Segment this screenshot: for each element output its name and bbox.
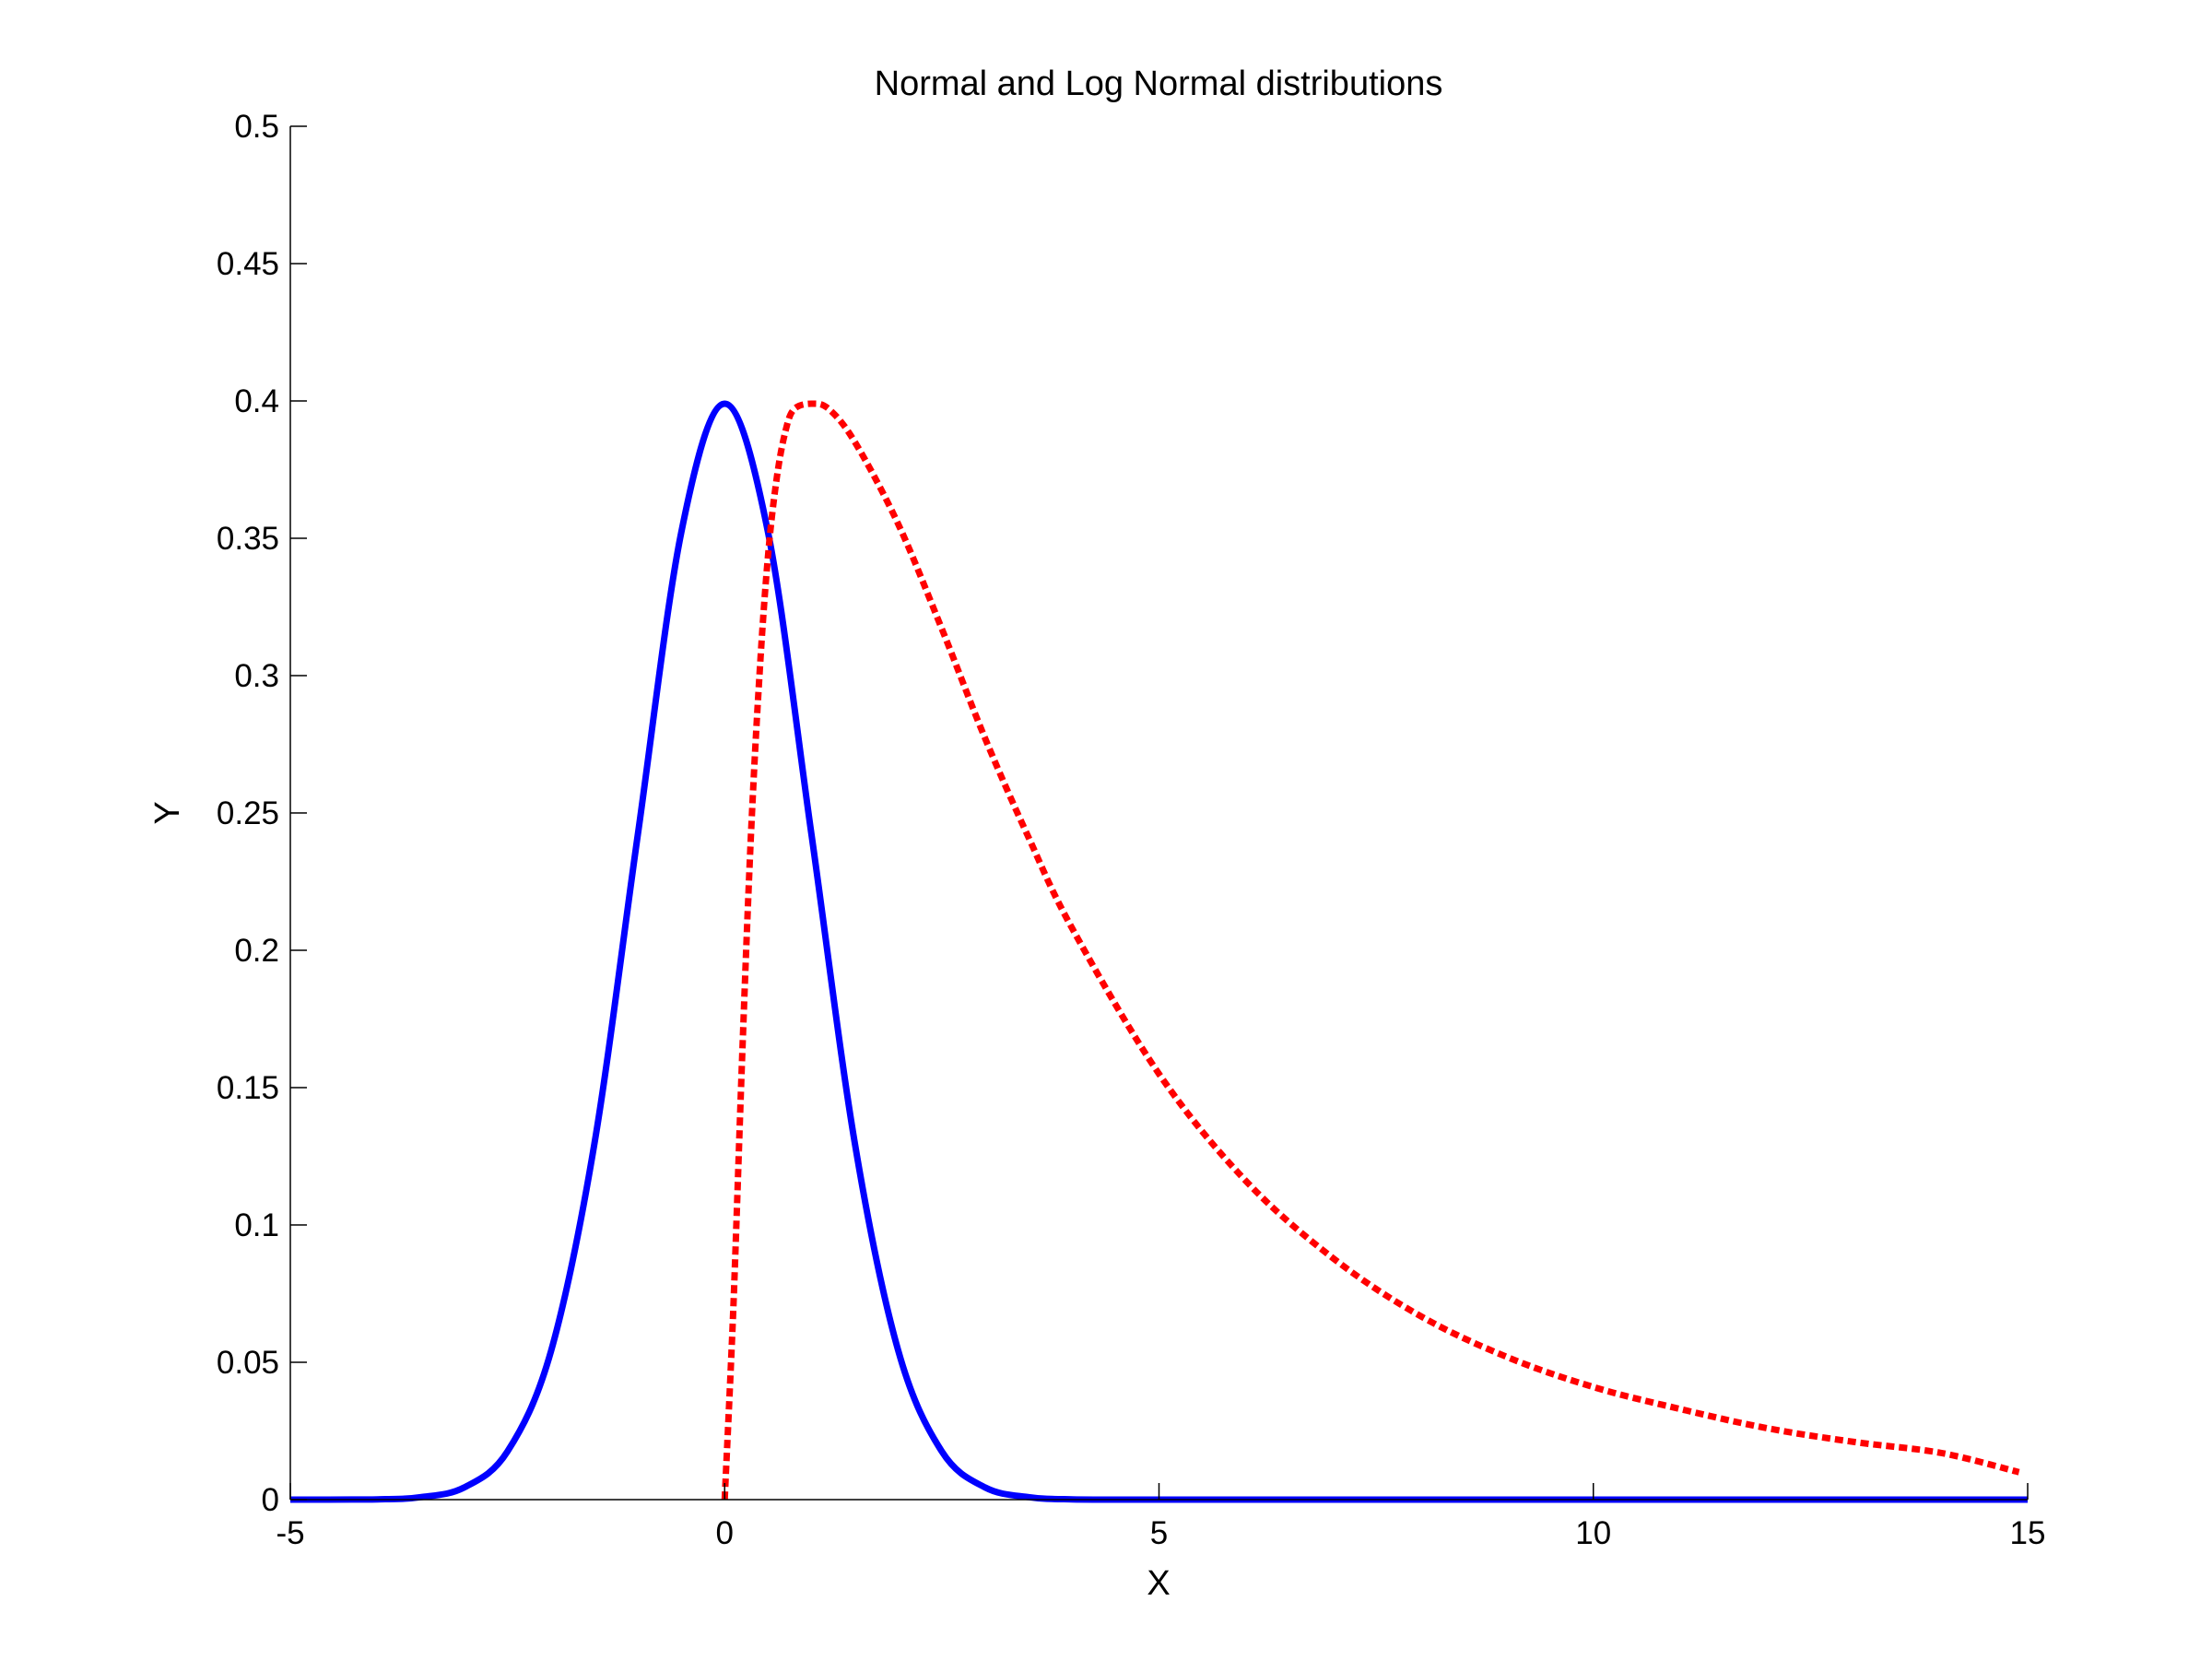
x-tick-label: 5 [1150, 1515, 1168, 1551]
y-tick-label: 0 [262, 1482, 279, 1518]
y-tick-label: 0.35 [217, 521, 279, 557]
x-tick-label: 0 [716, 1515, 734, 1551]
x-ticks: -5 0 5 10 15 [276, 1483, 2045, 1551]
chart-title: Normal and Log Normal distributions [875, 65, 1443, 103]
y-tick-label: 0.05 [217, 1345, 279, 1381]
x-tick-label: 15 [2010, 1515, 2046, 1551]
x-tick-label: -5 [276, 1515, 304, 1551]
x-axis-label: X [1147, 1564, 1170, 1603]
y-tick-label: 0.5 [234, 109, 279, 145]
y-tick-label: 0.1 [234, 1207, 279, 1243]
y-axis-label: Y [148, 801, 187, 824]
y-tick-label: 0.2 [234, 933, 279, 969]
y-tick-label: 0.45 [217, 246, 279, 282]
y-tick-label: 0.4 [234, 383, 279, 419]
y-tick-label: 0.15 [217, 1070, 279, 1106]
plot-area: -5 0 5 10 15 00.050.10.150.20.250.30.350.40.… [217, 109, 2046, 1551]
y-tick-label: 0.3 [234, 658, 279, 694]
x-tick-label: 10 [1575, 1515, 1611, 1551]
y-ticks: 0 0.05 0.1 0.15 0.2 0.25 0.3 0.35 0.4 0.45 0.5 [217, 109, 307, 1518]
y-tick-label: 0.25 [217, 795, 279, 831]
series-line-2 [721, 400, 2020, 1501]
